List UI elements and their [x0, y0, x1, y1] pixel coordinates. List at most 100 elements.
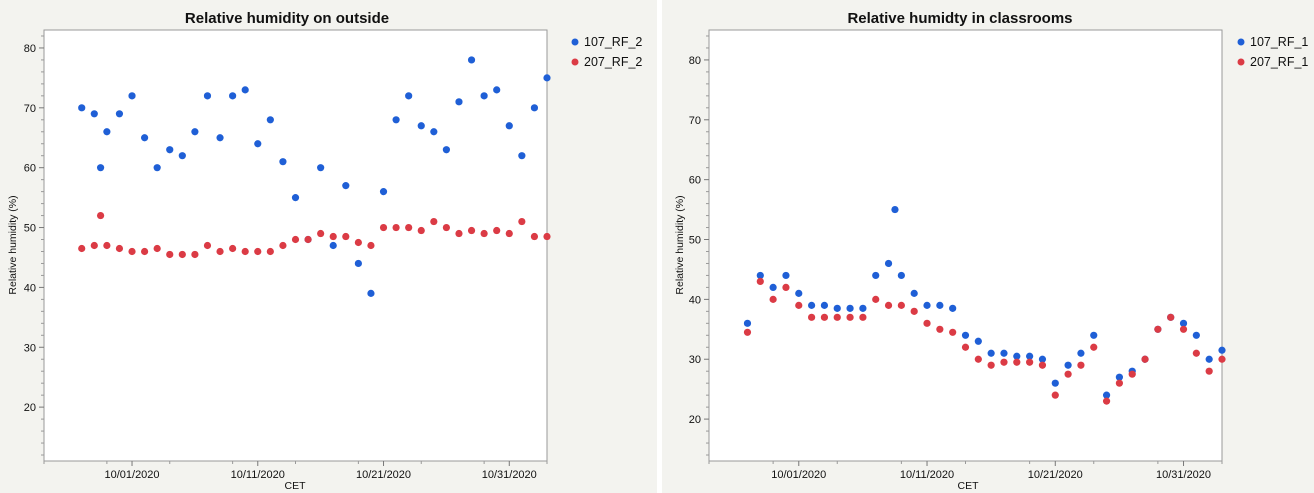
107-rf-1-point [910, 289, 918, 297]
107-rf-1-point [1115, 373, 1123, 381]
107-rf-2-point [442, 146, 450, 154]
legend-marker-207-rf-1 [1237, 58, 1245, 66]
x-axis: 10/01/2020 10/11/2020 10/21/2020 10/31/2020 [43, 461, 548, 481]
107-rf-2-point [455, 98, 463, 106]
107-rf-1-point [756, 271, 764, 280]
207-rf-1-point [795, 301, 803, 309]
207-rf-1-point [1205, 367, 1213, 375]
207-rf-1-point [1192, 349, 1200, 357]
207-rf-2-point [141, 247, 149, 256]
207-rf-2-point [266, 247, 274, 256]
107-rf-1-point [949, 304, 957, 312]
207-rf-2-point [279, 241, 287, 250]
107-rf-2-point [166, 146, 174, 154]
107-rf-2-point [505, 122, 513, 130]
107-rf-2-point [128, 92, 136, 100]
207-rf-2-point [203, 241, 212, 250]
107-rf-1-point [897, 271, 905, 280]
207-rf-1-point [846, 313, 854, 321]
107-rf-1-point [769, 283, 777, 292]
plot-area [43, 29, 548, 462]
107-rf-1-point [1013, 352, 1021, 360]
107-rf-1-point [1077, 349, 1085, 357]
207-rf-2-point [166, 250, 174, 259]
207-rf-1-point [923, 319, 931, 327]
207-rf-1-point [833, 313, 841, 321]
207-rf-1-point [782, 283, 790, 292]
207-rf-2-point [90, 241, 98, 250]
107-rf-2-point [354, 259, 362, 268]
207-rf-1-point [1090, 343, 1098, 351]
207-rf-2-point [229, 244, 237, 253]
107-rf-1-point [1051, 379, 1059, 387]
107-rf-2-point [266, 116, 274, 124]
207-rf-1-point [859, 313, 867, 321]
207-rf-2-point [96, 211, 105, 220]
x-axis: 10/01/2020 10/11/2020 10/21/2020 10/31/2020 [708, 461, 1223, 481]
207-rf-1-point [1026, 358, 1034, 366]
207-rf-1-point [987, 361, 995, 369]
207-rf-2-point [430, 217, 438, 226]
107-rf-1-point [884, 259, 893, 268]
y-tick-label: 40 [24, 282, 36, 294]
y-axis: 20 30 40 50 60 70 80 [689, 35, 709, 456]
107-rf-2-point [103, 128, 111, 136]
107-rf-1-point [1192, 331, 1200, 339]
207-rf-1-point [949, 328, 957, 336]
107-rf-2-point [543, 74, 551, 82]
107-rf-2-point [493, 86, 501, 94]
107-rf-2-point [141, 134, 149, 142]
107-rf-1-point [936, 301, 944, 309]
legend: 107_RF_1 207_RF_1 [1237, 35, 1308, 69]
207-rf-1-point [808, 313, 816, 321]
y-tick-label: 60 [689, 175, 701, 187]
legend: 107_RF_2 207_RF_2 [571, 35, 642, 69]
x-tick-label: 10/31/2020 [482, 469, 537, 481]
x-axis-label: CET [285, 480, 307, 492]
107-rf-2-point [392, 116, 400, 124]
107-rf-1-point [846, 304, 854, 312]
107-rf-1-point [1026, 352, 1034, 360]
outside-humidity-chart: Relative humidity on outside 20 30 40 50 60 7… [0, 0, 657, 493]
legend-label-207-rf-2: 207_RF_2 [584, 55, 642, 69]
207-rf-2-point [442, 223, 450, 232]
y-tick-label: 20 [689, 414, 701, 426]
107-rf-2-point [90, 110, 98, 118]
207-rf-1-point [1128, 370, 1136, 378]
207-rf-2-point [480, 229, 488, 238]
207-rf-2-point [467, 226, 476, 235]
107-rf-2-point [115, 110, 124, 118]
207-rf-2-point [317, 229, 325, 238]
107-rf-2-point [430, 128, 438, 136]
107-rf-2-point [530, 104, 539, 112]
107-rf-1-point [859, 304, 867, 312]
x-tick-label: 10/31/2020 [1156, 469, 1211, 481]
207-rf-1-point [1167, 313, 1175, 321]
x-tick-label: 10/21/2020 [356, 469, 411, 481]
207-rf-2-point [178, 250, 186, 259]
207-rf-2-point [115, 244, 124, 253]
207-rf-2-point [379, 223, 388, 232]
107-rf-2-point [291, 194, 300, 202]
107-rf-1-point [808, 301, 816, 309]
107-rf-1-point [820, 301, 829, 309]
107-rf-2-point [254, 140, 262, 148]
107-rf-2-point [96, 164, 105, 172]
207-rf-1-point [1179, 325, 1188, 333]
207-rf-1-point [961, 343, 970, 351]
107-rf-2-point [216, 134, 224, 142]
107-rf-2-point [153, 164, 161, 172]
107-rf-2-point [367, 289, 375, 297]
207-rf-1-point [1141, 355, 1149, 363]
207-rf-2-point [342, 232, 350, 241]
207-rf-1-point [1000, 358, 1008, 366]
x-tick-label: 10/11/2020 [231, 469, 285, 481]
y-axis-label: Relative humidity (%) [7, 195, 19, 294]
107-rf-1-point [1064, 361, 1072, 369]
207-rf-1-point [1218, 355, 1226, 363]
207-rf-1-point [756, 277, 764, 286]
107-rf-2-point [480, 92, 488, 100]
107-rf-2-point [279, 158, 287, 166]
107-rf-1-point [923, 301, 931, 309]
